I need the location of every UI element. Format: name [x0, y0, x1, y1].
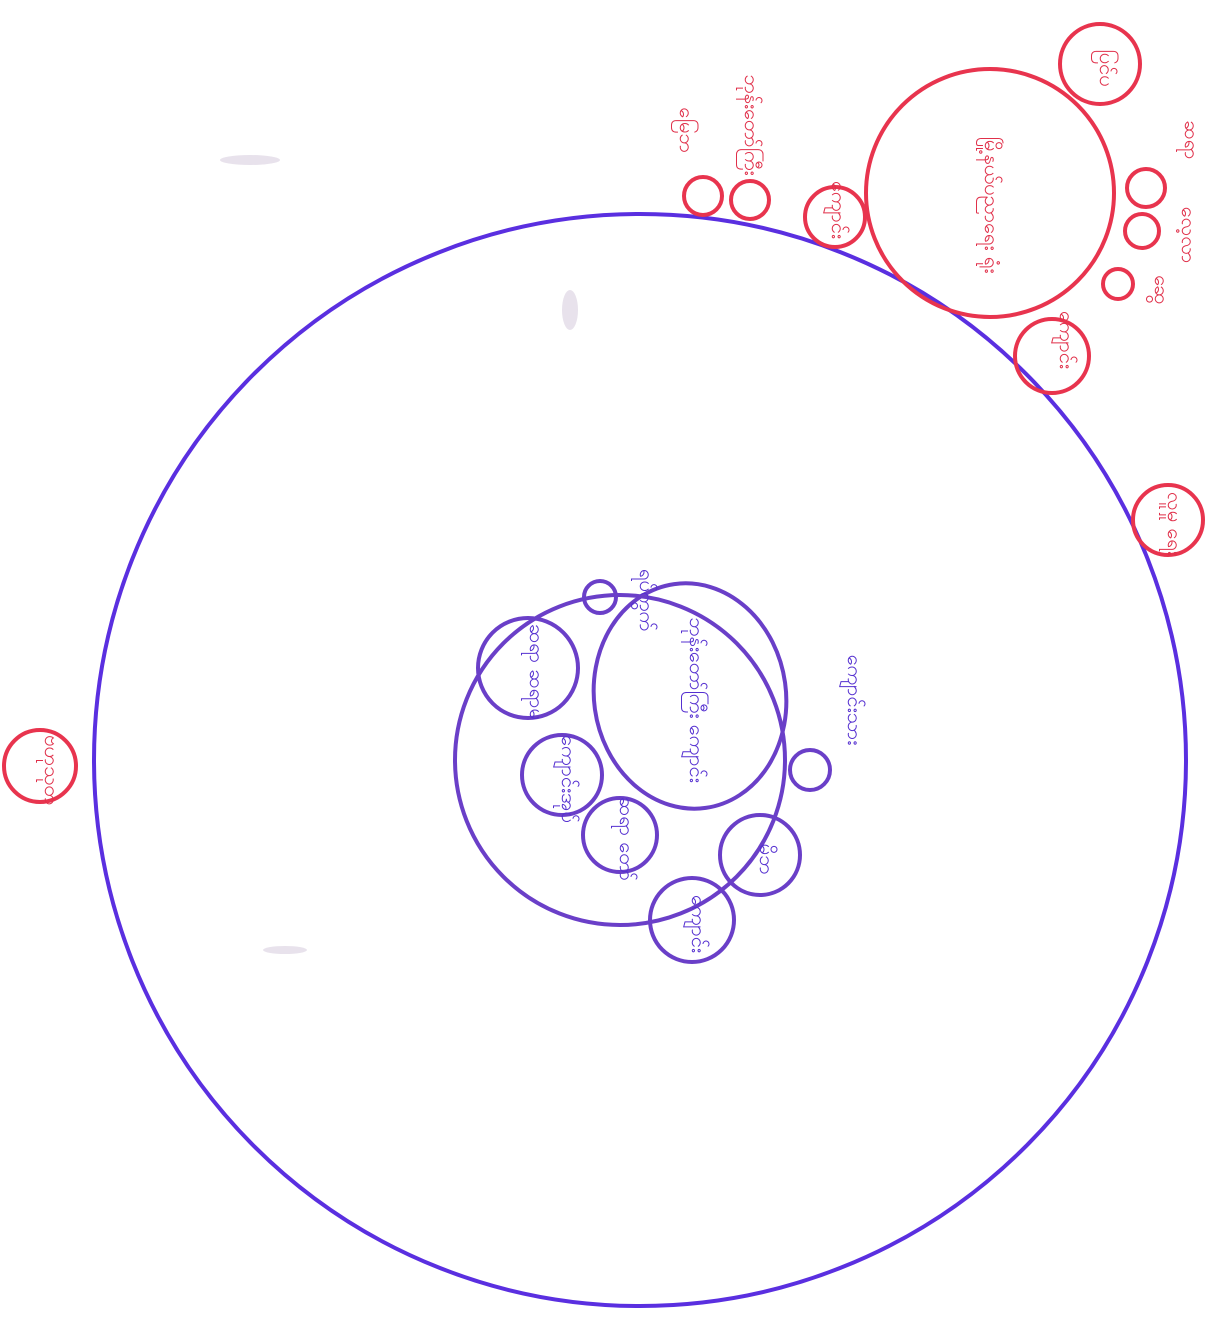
c-low1-circle — [581, 796, 659, 874]
c-mid-circle — [520, 733, 604, 817]
upper-b-circle — [729, 179, 771, 221]
smudge — [220, 155, 280, 165]
upper-b-label: ဘုန်းတော်ကြီး — [736, 74, 764, 175]
left-external-circle — [2, 728, 78, 804]
red-r3-label: ဆွေ — [1146, 275, 1174, 304]
outer-circle — [92, 212, 1188, 1308]
red-r4-circle — [1013, 317, 1091, 395]
red-r1-label: ဆရာ — [1176, 120, 1204, 159]
c-right-circle — [788, 748, 832, 792]
c-bottom-circle — [648, 876, 736, 964]
right-small-circle — [1131, 483, 1205, 557]
red-big-circle — [864, 67, 1116, 319]
left-external-label: ဗဟုသုတ — [36, 735, 64, 805]
upper-a-circle — [682, 175, 724, 217]
upper-c-circle — [803, 185, 867, 249]
c-mid-label: ကျောင်းအုပ် — [553, 735, 581, 823]
center-big-label: ဘုန်းတော်ကြီး ကျောင်း — [681, 617, 709, 783]
c-left-circle — [476, 616, 580, 720]
inner-big-circle — [453, 593, 787, 927]
red-r1-circle — [1125, 167, 1167, 209]
red-r2-circle — [1123, 212, 1161, 250]
red-top-label: ပြင်ပ — [1091, 49, 1119, 86]
smudge — [263, 946, 307, 954]
red-r2-label: လေ့လာ — [1176, 207, 1201, 264]
center-ellipse — [591, 581, 789, 811]
red-r4-label: ကျောင်း — [1051, 311, 1079, 369]
red-big-label: မြို့နယ်ပညာရေး ရုံး — [976, 137, 1004, 274]
upper-c-label: ကျောင်း — [823, 181, 851, 239]
smudge — [562, 290, 578, 330]
upper-a-label: မြေဘ — [671, 107, 699, 152]
c-bottom-label: ကျောင်း — [683, 895, 711, 953]
right-small-label: လူမှု ရေး — [1159, 492, 1187, 556]
c-top-circle — [582, 579, 618, 615]
c-low2-circle — [718, 813, 802, 897]
c-low2-label: မိဘ — [755, 844, 779, 875]
red-r3-circle — [1101, 267, 1135, 301]
c-right-label: ကျောင်းသား — [839, 655, 867, 746]
c-left-label: ဆရာ ဆရာမ — [521, 624, 549, 720]
c-top-label: ရပ်ကွက် — [631, 569, 659, 631]
red-top-circle — [1058, 22, 1142, 106]
c-low1-label: ဆရာ တော် — [611, 797, 639, 881]
